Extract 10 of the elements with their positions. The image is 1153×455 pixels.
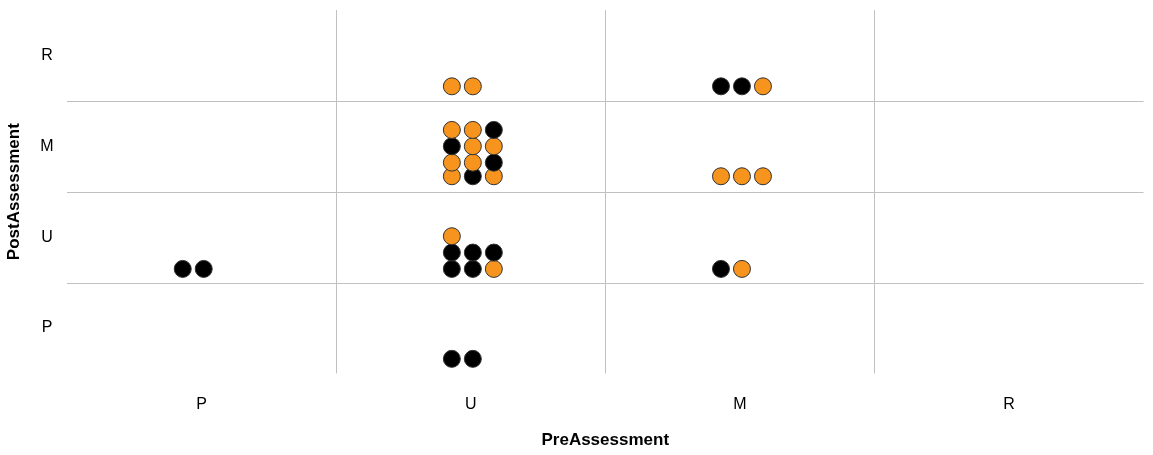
category-label: M bbox=[40, 136, 54, 154]
category-label: P bbox=[41, 318, 53, 336]
x-axis-title: PreAssessment bbox=[541, 430, 670, 450]
category-label: R bbox=[41, 45, 53, 63]
y-axis-title: PostAssessment bbox=[3, 122, 23, 261]
x-tick-label: U bbox=[464, 395, 477, 413]
category-label: U bbox=[41, 227, 53, 245]
x-tick-label: M bbox=[733, 395, 747, 413]
x-tick-label: R bbox=[1003, 395, 1015, 413]
x-tick-label: P bbox=[196, 395, 207, 413]
